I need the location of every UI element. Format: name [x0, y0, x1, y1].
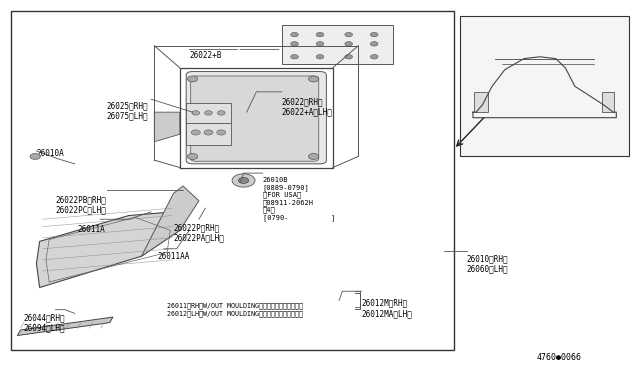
Text: 26011AA: 26011AA: [157, 253, 190, 262]
Polygon shape: [36, 212, 183, 288]
Bar: [460, 16, 629, 157]
Circle shape: [316, 32, 324, 37]
Text: 26012M〈RH〉
26012MA〈LH〉: 26012M〈RH〉 26012MA〈LH〉: [362, 299, 412, 318]
Circle shape: [291, 42, 298, 46]
Circle shape: [345, 32, 353, 37]
Text: 4760●0066: 4760●0066: [537, 353, 582, 362]
Text: 26025〈RH〉
26075〈LH〉: 26025〈RH〉 26075〈LH〉: [106, 101, 148, 121]
Circle shape: [192, 111, 200, 115]
Polygon shape: [17, 317, 113, 336]
Text: 26011A: 26011A: [78, 225, 106, 234]
Circle shape: [188, 154, 198, 160]
Circle shape: [239, 177, 248, 183]
Polygon shape: [141, 186, 199, 256]
Circle shape: [205, 111, 212, 115]
Circle shape: [232, 174, 255, 187]
Bar: [282, 25, 394, 64]
Circle shape: [218, 111, 225, 115]
Circle shape: [308, 154, 319, 160]
Text: 26010B
[0889-0790]
〈FOR USA〉
ⓝ08911-2062H
　4、
[0790-          ]: 26010B [0889-0790] 〈FOR USA〉 ⓝ08911-2062…: [262, 177, 335, 221]
Bar: [186, 123, 231, 145]
Text: 26044〈RH〉
26094〈LH〉: 26044〈RH〉 26094〈LH〉: [24, 313, 65, 333]
Circle shape: [345, 55, 353, 59]
Text: 26010〈RH〉
26060〈LH〉: 26010〈RH〉 26060〈LH〉: [467, 254, 508, 274]
Circle shape: [188, 76, 198, 82]
Circle shape: [291, 32, 298, 37]
Circle shape: [316, 42, 324, 46]
Circle shape: [371, 42, 378, 46]
Text: 26022PB〈RH〉
26022PC〈LH〉: 26022PB〈RH〉 26022PC〈LH〉: [56, 195, 106, 215]
Text: 26011〈RH〉W/OUT MOULDING　（モールディング無）
26012〈LH〉W/OUT MOULDING　（モールディング無）: 26011〈RH〉W/OUT MOULDING （モールディング無） 26012…: [167, 302, 303, 317]
Bar: [602, 92, 614, 112]
Circle shape: [217, 130, 226, 135]
Text: 26022+B: 26022+B: [189, 51, 221, 60]
Circle shape: [291, 55, 298, 59]
Circle shape: [204, 130, 213, 135]
Polygon shape: [154, 112, 180, 142]
Text: 26010A: 26010A: [36, 149, 64, 158]
Circle shape: [345, 42, 353, 46]
FancyBboxPatch shape: [186, 71, 326, 164]
Bar: [474, 92, 488, 112]
Circle shape: [30, 154, 40, 160]
Circle shape: [191, 130, 200, 135]
Text: 26022〈RH〉
26022+A〈LH〉: 26022〈RH〉 26022+A〈LH〉: [282, 97, 333, 117]
Bar: [186, 103, 231, 123]
Circle shape: [371, 32, 378, 37]
Circle shape: [371, 55, 378, 59]
Text: 26022P〈RH〉
26022PA〈LH〉: 26022P〈RH〉 26022PA〈LH〉: [173, 223, 224, 242]
FancyBboxPatch shape: [191, 76, 319, 161]
Circle shape: [316, 55, 324, 59]
Bar: [11, 11, 454, 350]
Circle shape: [308, 76, 319, 82]
